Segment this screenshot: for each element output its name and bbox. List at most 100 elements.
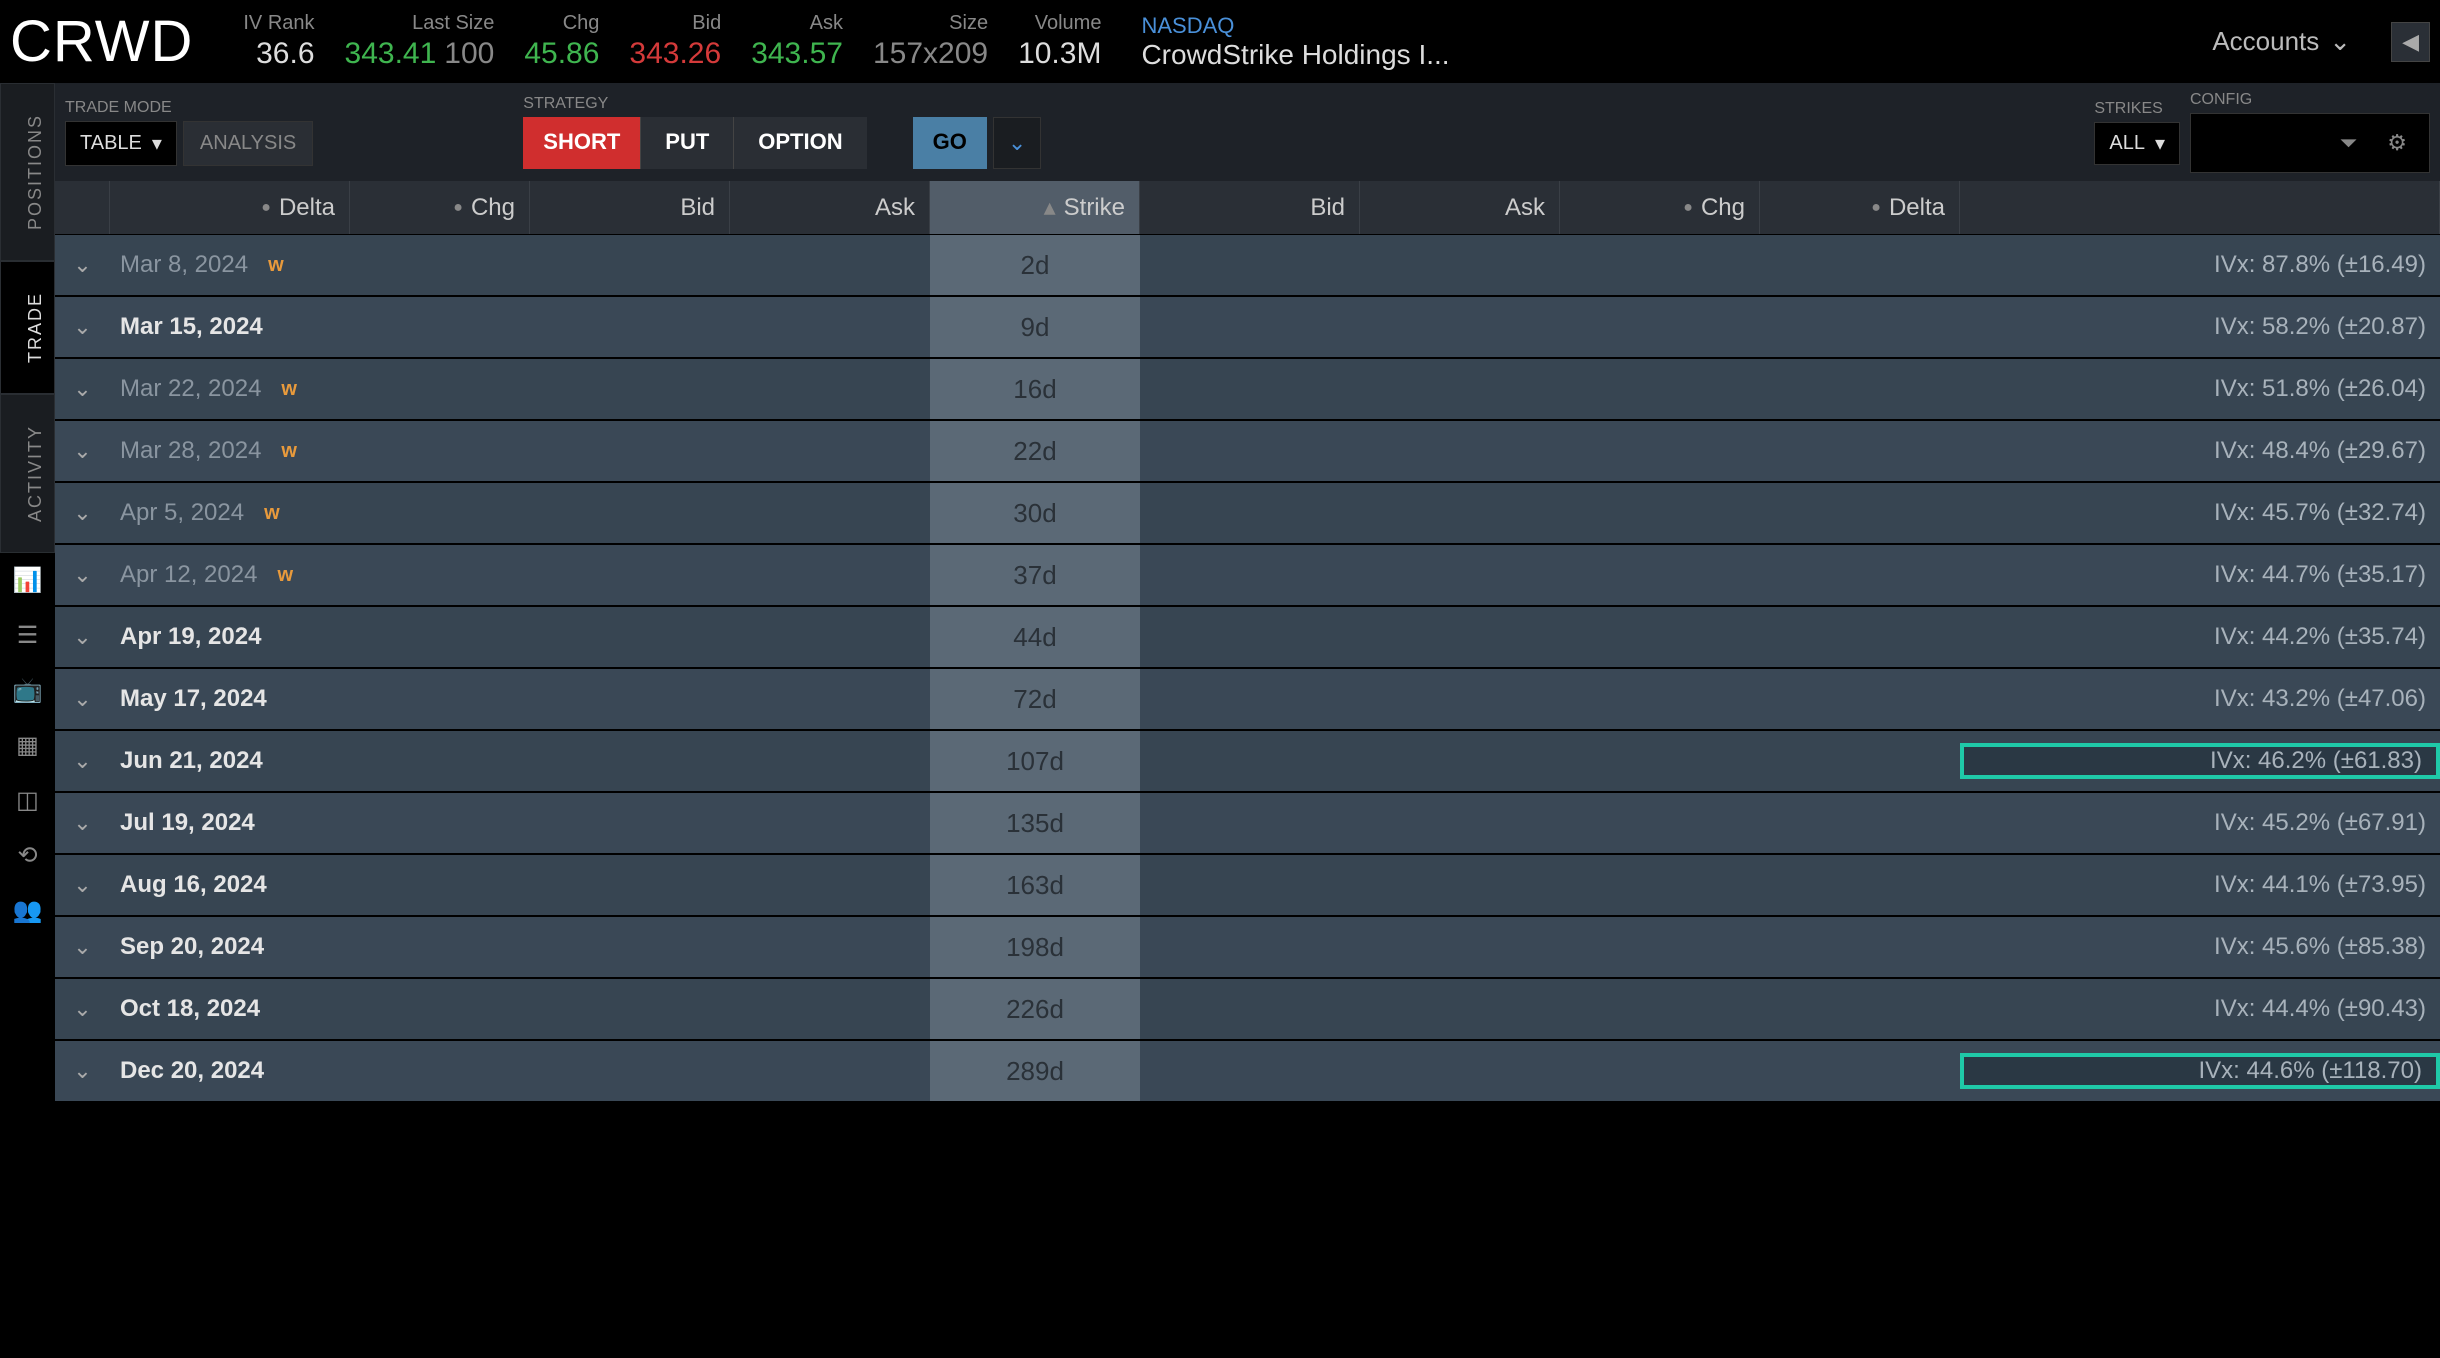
- tab-positions[interactable]: POSITIONS: [0, 83, 55, 261]
- days-to-expiry: 289d: [930, 1041, 1140, 1101]
- expiry-date: Jun 21, 2024: [110, 747, 350, 775]
- expiry-row[interactable]: ⌄Jun 21, 2024107dIVx: 46.2% (±61.83): [55, 731, 2440, 793]
- size-value: 157x209: [873, 37, 988, 71]
- option-button[interactable]: OPTION: [733, 117, 866, 169]
- expand-chevron-icon[interactable]: ⌄: [55, 934, 110, 960]
- filter-icon[interactable]: ⏷: [2332, 122, 2366, 164]
- short-button[interactable]: SHORT: [523, 117, 640, 169]
- chart-icon[interactable]: 📊: [0, 553, 55, 608]
- expand-chevron-icon[interactable]: ⌄: [55, 252, 110, 278]
- delta-l-header[interactable]: ●Delta: [110, 181, 350, 234]
- expiry-row[interactable]: ⌄Sep 20, 2024198dIVx: 45.6% (±85.38): [55, 917, 2440, 979]
- ivx-value: IVx: 44.7% (±35.17): [1960, 561, 2440, 589]
- bid-l-header[interactable]: Bid: [530, 181, 730, 234]
- tab-trade[interactable]: TRADE: [0, 261, 55, 394]
- expiry-row[interactable]: ⌄Jul 19, 2024135dIVx: 45.2% (±67.91): [55, 793, 2440, 855]
- list-icon[interactable]: ☰: [0, 608, 55, 663]
- left-tabs: POSITIONS TRADE ACTIVITY 📊 ☰ 📺 ▦ ◫ ⟲ 👥: [0, 83, 55, 1358]
- bid-label: Bid: [692, 12, 721, 35]
- days-to-expiry: 226d: [930, 979, 1140, 1039]
- expiry-row[interactable]: ⌄Mar 15, 20249dIVx: 58.2% (±20.87): [55, 297, 2440, 359]
- expiry-row[interactable]: ⌄Apr 19, 202444dIVx: 44.2% (±35.74): [55, 607, 2440, 669]
- history-icon[interactable]: ⟲: [0, 828, 55, 883]
- last-size-stat: Last Size 343.41 100: [345, 12, 495, 71]
- expand-chevron-icon[interactable]: ⌄: [55, 314, 110, 340]
- expand-chevron-icon[interactable]: ⌄: [55, 1058, 110, 1084]
- expand-chevron-icon[interactable]: ⌄: [55, 748, 110, 774]
- chg-l-header[interactable]: ●Chg: [350, 181, 530, 234]
- go-dropdown-button[interactable]: ⌄: [993, 117, 1041, 169]
- ivx-value: IVx: 51.8% (±26.04): [1960, 375, 2440, 403]
- iv-rank-stat: IV Rank 36.6: [243, 12, 314, 71]
- accounts-label: Accounts: [2212, 26, 2319, 57]
- trade-mode-label: TRADE MODE: [65, 99, 313, 117]
- caret-down-icon: [2155, 131, 2165, 156]
- ask-l-header[interactable]: Ask: [730, 181, 930, 234]
- days-to-expiry: 9d: [930, 297, 1140, 357]
- expand-chevron-icon[interactable]: ⌄: [55, 996, 110, 1022]
- trade-mode-value: TABLE: [80, 132, 142, 155]
- days-to-expiry: 107d: [930, 731, 1140, 791]
- collapse-right-button[interactable]: ◀: [2391, 22, 2430, 62]
- expiry-row[interactable]: ⌄Apr 5, 2024w30dIVx: 45.7% (±32.74): [55, 483, 2440, 545]
- expiry-date: Apr 12, 2024w: [110, 561, 350, 589]
- people-icon[interactable]: 👥: [0, 883, 55, 938]
- expand-chevron-icon[interactable]: ⌄: [55, 810, 110, 836]
- company-name: CrowdStrike Holdings I...: [1141, 39, 1449, 71]
- expand-chevron-icon[interactable]: ⌄: [55, 686, 110, 712]
- strikes-select[interactable]: ALL: [2094, 122, 2180, 165]
- put-button[interactable]: PUT: [640, 117, 733, 169]
- tab-activity[interactable]: ACTIVITY: [0, 394, 55, 553]
- volume-value: 10.3M: [1018, 37, 1101, 71]
- size-stat: Size 157x209: [873, 12, 988, 71]
- trade-mode-select[interactable]: TABLE: [65, 121, 177, 166]
- bid-stat: Bid 343.26: [629, 12, 721, 71]
- caret-down-icon: [152, 131, 162, 156]
- expiry-date: Apr 5, 2024w: [110, 499, 350, 527]
- go-button[interactable]: GO: [913, 117, 987, 169]
- expand-chevron-icon[interactable]: ⌄: [55, 500, 110, 526]
- tv-icon[interactable]: 📺: [0, 663, 55, 718]
- apps-icon[interactable]: ◫: [0, 773, 55, 828]
- expand-chevron-icon[interactable]: ⌄: [55, 872, 110, 898]
- chevron-col-header: [55, 181, 110, 234]
- expiry-date: May 17, 2024: [110, 685, 350, 713]
- ivx-value: IVx: 43.2% (±47.06): [1960, 685, 2440, 713]
- quote-header: CRWD IV Rank 36.6 Last Size 343.41 100 C…: [0, 0, 2440, 83]
- expand-chevron-icon[interactable]: ⌄: [55, 438, 110, 464]
- weekly-badge: w: [264, 502, 280, 525]
- expand-chevron-icon[interactable]: ⌄: [55, 376, 110, 402]
- expiry-row[interactable]: ⌄Mar 8, 2024w2dIVx: 87.8% (±16.49): [55, 235, 2440, 297]
- accounts-button[interactable]: Accounts ⌄: [2212, 26, 2351, 57]
- config-box: ⏷ ⚙: [2190, 113, 2430, 173]
- weekly-badge: w: [277, 564, 293, 587]
- delta-r-header[interactable]: ●Delta: [1760, 181, 1960, 234]
- expand-chevron-icon[interactable]: ⌄: [55, 624, 110, 650]
- days-to-expiry: 72d: [930, 669, 1140, 729]
- expand-chevron-icon[interactable]: ⌄: [55, 562, 110, 588]
- ivx-value: IVx: 45.2% (±67.91): [1960, 809, 2440, 837]
- trade-toolbar: TRADE MODE TABLE ANALYSIS STRATEGY SHORT: [55, 83, 2440, 181]
- expiry-row[interactable]: ⌄Mar 28, 2024w22dIVx: 48.4% (±29.67): [55, 421, 2440, 483]
- grid-icon[interactable]: ▦: [0, 718, 55, 773]
- ivx-value: IVx: 44.2% (±35.74): [1960, 623, 2440, 651]
- expiry-row[interactable]: ⌄Mar 22, 2024w16dIVx: 51.8% (±26.04): [55, 359, 2440, 421]
- column-headers: ●Delta ●Chg Bid Ask ▴Strike Bid Ask ●Chg…: [55, 181, 2440, 235]
- gear-icon[interactable]: ⚙: [2379, 122, 2415, 164]
- strikes-label: STRIKES: [2094, 100, 2180, 118]
- expiry-row[interactable]: ⌄Apr 12, 2024w37dIVx: 44.7% (±35.17): [55, 545, 2440, 607]
- bid-r-header[interactable]: Bid: [1140, 181, 1360, 234]
- chg-stat: Chg 45.86: [524, 12, 599, 71]
- expiry-row[interactable]: ⌄May 17, 2024 72d IVx: 43.2% (±47.06): [55, 669, 2440, 731]
- chg-r-header[interactable]: ●Chg: [1560, 181, 1760, 234]
- expiry-row[interactable]: ⌄Oct 18, 2024226dIVx: 44.4% (±90.43): [55, 979, 2440, 1041]
- ask-r-header[interactable]: Ask: [1360, 181, 1560, 234]
- expiry-date: Mar 22, 2024w: [110, 375, 350, 403]
- expiry-date: Apr 19, 2024: [110, 623, 350, 651]
- expiry-row[interactable]: ⌄Aug 16, 2024163dIVx: 44.1% (±73.95): [55, 855, 2440, 917]
- expiry-row[interactable]: ⌄Dec 20, 2024289dIVx: 44.6% (±118.70): [55, 1041, 2440, 1103]
- analysis-button[interactable]: ANALYSIS: [183, 121, 313, 166]
- volume-label: Volume: [1035, 12, 1102, 35]
- strike-header[interactable]: ▴Strike: [930, 181, 1140, 234]
- iv-rank-value: 36.6: [256, 37, 314, 71]
